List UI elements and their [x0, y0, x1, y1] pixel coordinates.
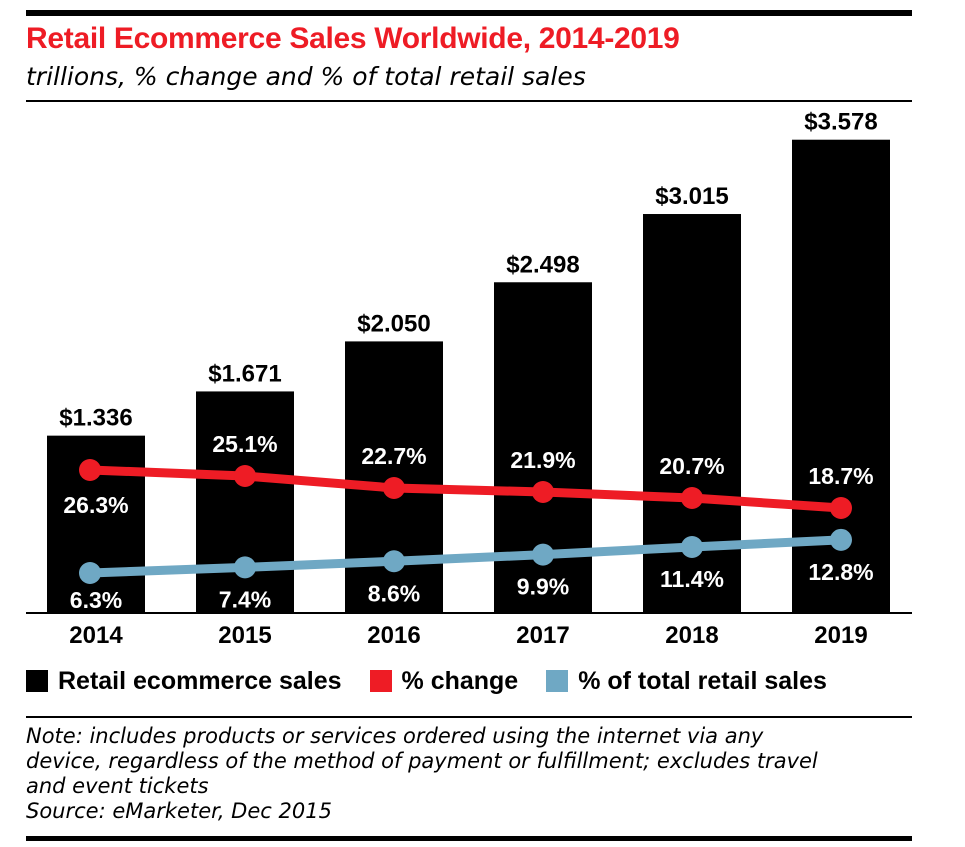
bar-label-2017: $2.498 — [506, 251, 579, 278]
x-tick-2016: 2016 — [367, 622, 420, 649]
share-point-2017 — [532, 543, 554, 566]
legend-item-share: % of total retail sales — [546, 667, 827, 696]
change-label-2014: 26.3% — [63, 492, 128, 518]
change-label-2015: 25.1% — [212, 431, 277, 457]
share-label-2015: 7.4% — [219, 586, 271, 612]
note-line-2: device, regardless of the method of paym… — [26, 749, 818, 773]
bar-label-2014: $1.336 — [59, 405, 132, 432]
share-point-2018 — [681, 535, 703, 558]
note-divider — [26, 716, 912, 718]
header-divider — [26, 100, 912, 102]
change-point-2019 — [830, 497, 852, 519]
change-label-2017: 21.9% — [510, 447, 575, 473]
x-tick-2018: 2018 — [665, 622, 718, 649]
footnote: Note: includes products or services orde… — [26, 724, 916, 824]
chart-title: Retail Ecommerce Sales Worldwide, 2014-2… — [26, 22, 680, 55]
legend-label-change: % change — [401, 666, 519, 695]
bar-label-2015: $1.671 — [208, 360, 281, 387]
note-line-3: and event tickets — [26, 774, 209, 798]
share-point-2014 — [79, 562, 101, 584]
legend-item-sales: Retail ecommerce sales — [26, 667, 342, 696]
x-tick-2017: 2017 — [516, 622, 569, 649]
change-line — [85, 465, 846, 513]
legend-label-share: % of total retail sales — [578, 666, 827, 695]
share-label-2019: 12.8% — [808, 559, 873, 585]
bar-2015 — [196, 391, 294, 612]
share-line — [85, 535, 846, 578]
change-point-2016 — [383, 477, 405, 499]
legend-swatch-sales — [26, 670, 48, 692]
legend-label-sales: Retail ecommerce sales — [58, 666, 342, 695]
change-point-2015 — [234, 465, 256, 487]
change-point-2014 — [79, 459, 101, 481]
bar-label-2019: $3.578 — [804, 109, 877, 136]
share-point-2015 — [234, 556, 256, 579]
bottom-rule — [26, 836, 912, 841]
x-tick-2019: 2019 — [814, 622, 867, 649]
share-label-2016: 8.6% — [368, 580, 420, 606]
change-label-2018: 20.7% — [659, 453, 724, 479]
chart-plot: $1.336 2014 $1.671 2015 $2.050 2016 $2.498 2017… — [47, 109, 890, 649]
change-point-2017 — [532, 481, 554, 503]
chart-subtitle: trillions, % change and % of total retai… — [26, 62, 586, 91]
bar-label-2018: $3.015 — [655, 183, 728, 210]
x-axis-line — [26, 612, 912, 614]
change-point-2018 — [681, 487, 703, 509]
share-label-2017: 9.9% — [517, 574, 569, 600]
share-label-2014: 6.3% — [70, 587, 122, 613]
share-point-2016 — [383, 550, 405, 573]
share-point-2019 — [830, 528, 852, 551]
change-label-2016: 22.7% — [361, 443, 426, 469]
top-rule — [26, 10, 912, 16]
legend-swatch-share — [546, 670, 569, 692]
x-tick-2015: 2015 — [218, 622, 271, 649]
source-line: Source: eMarketer, Dec 2015 — [26, 799, 332, 823]
note-line-1: Note: includes products or services orde… — [26, 724, 764, 748]
share-label-2018: 11.4% — [660, 566, 724, 592]
legend: Retail ecommerce sales % change % of tot… — [26, 666, 855, 696]
x-tick-2014: 2014 — [69, 622, 123, 649]
change-label-2019: 18.7% — [808, 463, 873, 489]
legend-item-change: % change — [369, 666, 519, 696]
legend-swatch-change — [369, 670, 392, 692]
bar-label-2016: $2.050 — [357, 310, 430, 337]
